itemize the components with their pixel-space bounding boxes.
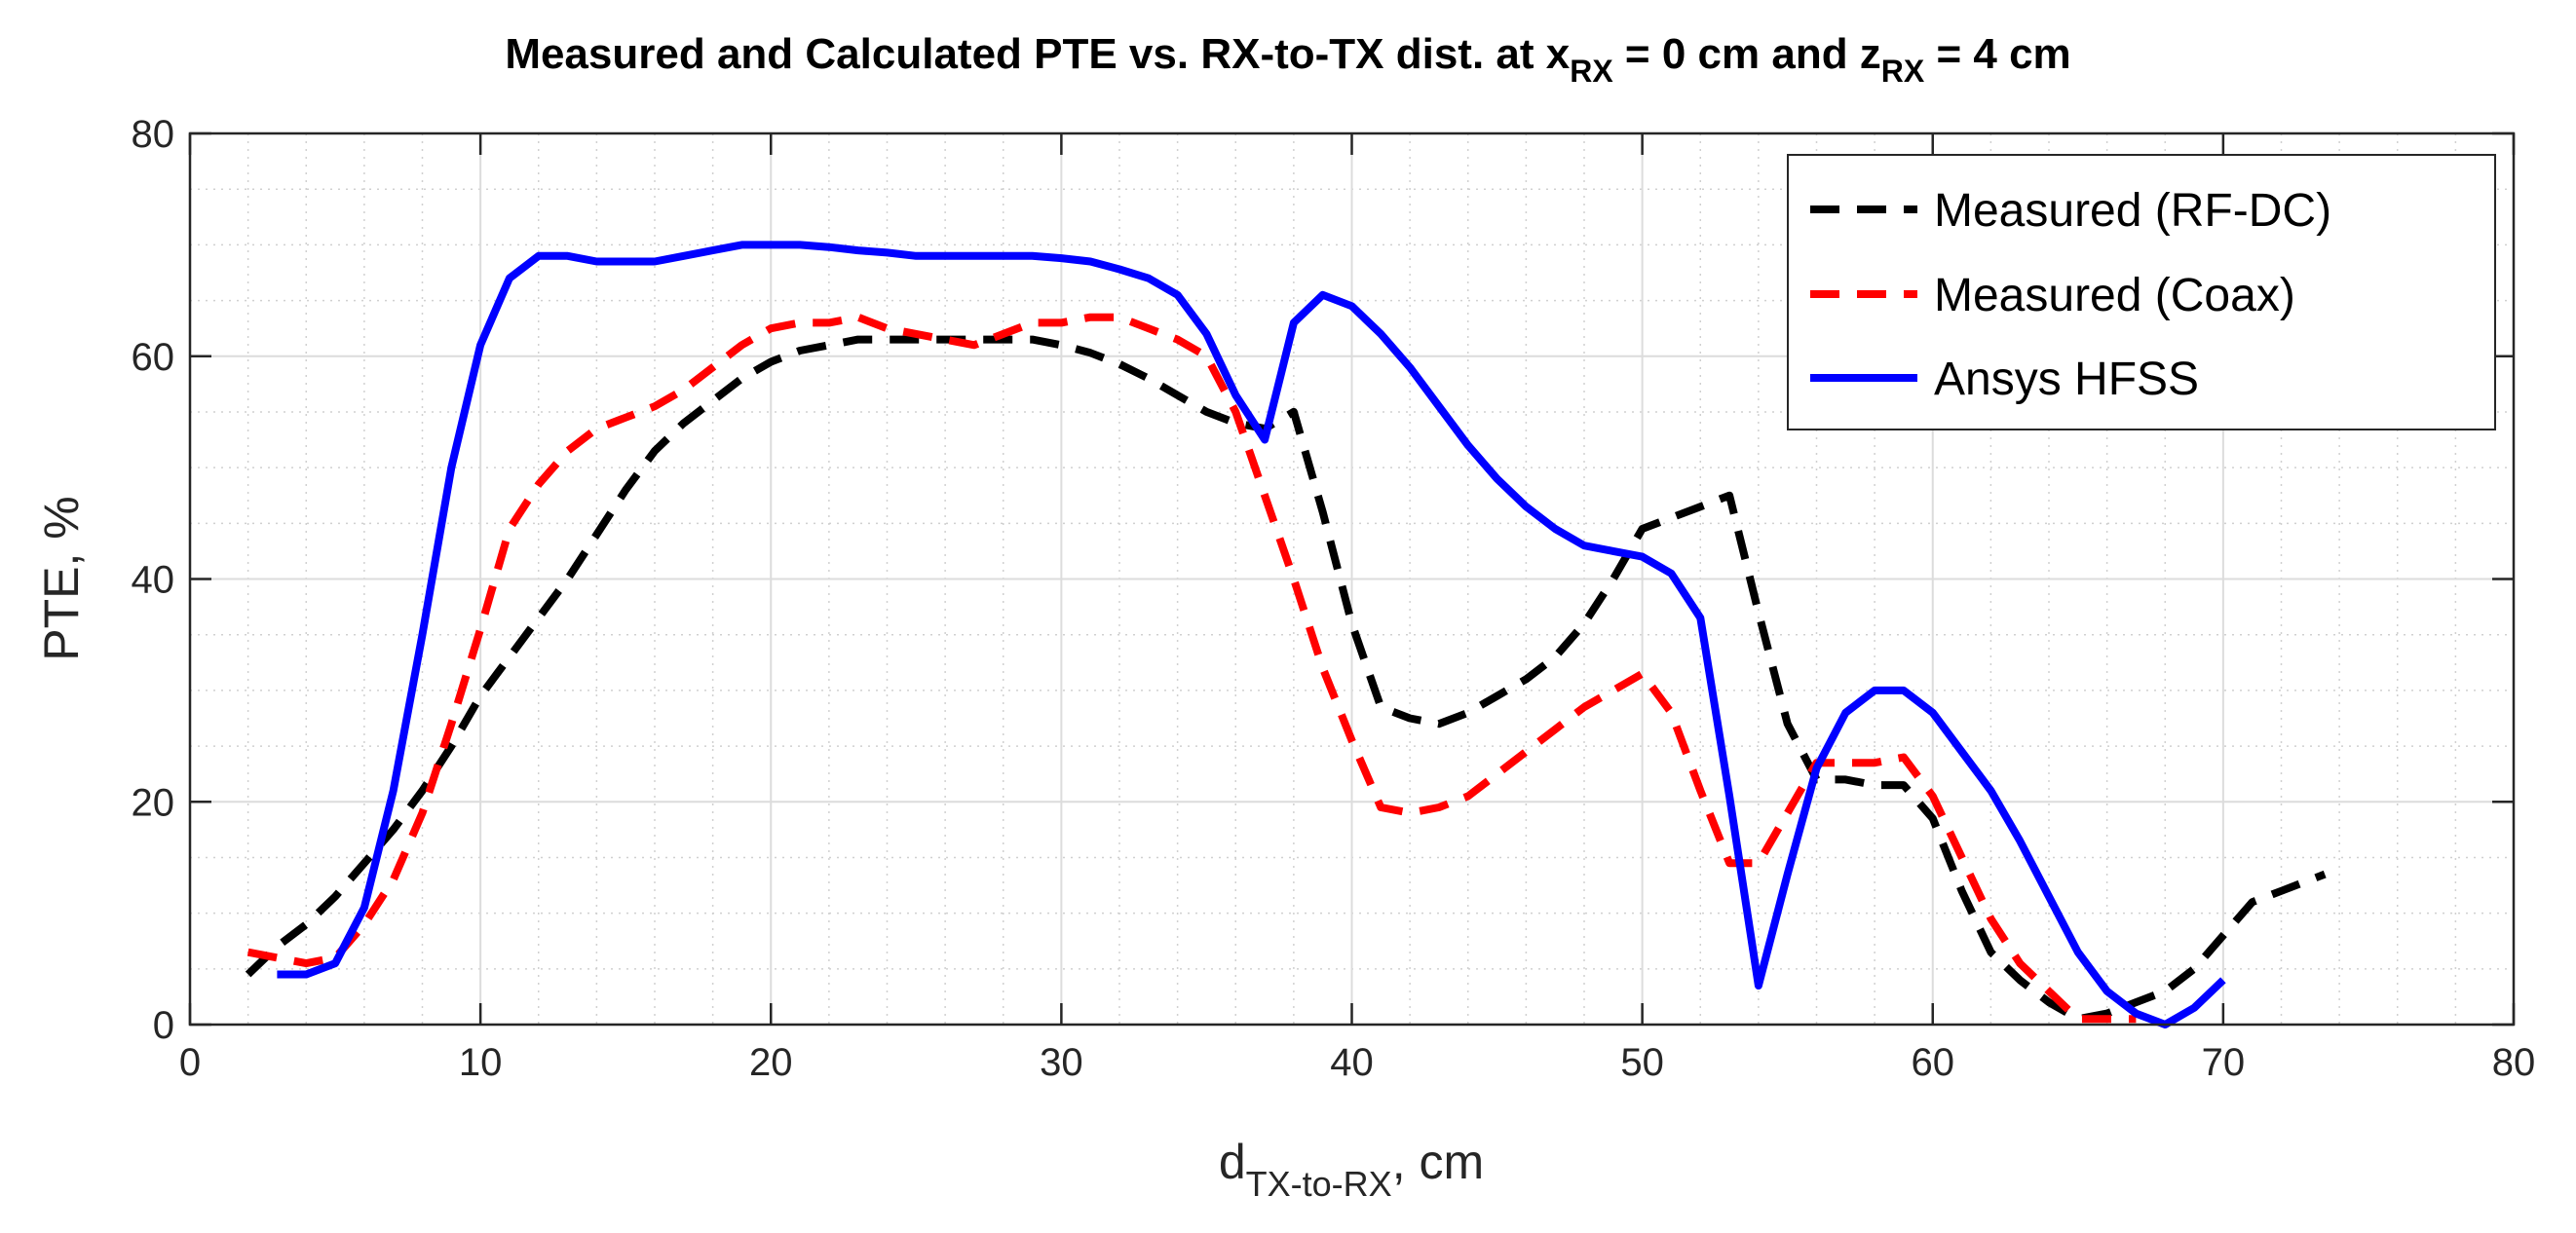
x-tick-label: 50 [1620,1041,1664,1084]
x-axis-label: dTX-to-RX, cm [1219,1135,1484,1204]
legend-label-rf-dc: Measured (RF-DC) [1934,185,2331,237]
chart-title: Measured and Calculated PTE vs. RX-to-TX… [505,30,2070,89]
tick-marks [188,131,2516,1027]
y-tick-label: 80 [132,113,175,156]
x-tick-label: 0 [179,1041,201,1084]
y-tick-labels: 0 20 40 60 80 [132,113,175,1047]
y-tick-label: 40 [132,559,175,602]
series-layer [245,241,2327,1028]
x-tick-label: 10 [459,1041,503,1084]
legend-label-coax: Measured (Coax) [1934,270,2295,321]
y-tick-label: 20 [132,781,175,824]
legend-label-hfss: Ansys HFSS [1934,354,2199,405]
series-line-measured-rf-dc [245,335,2327,1024]
y-tick-label: 0 [153,1004,174,1047]
x-tick-labels: 0 10 20 30 40 50 60 70 80 [179,1041,2535,1084]
x-tick-label: 70 [2202,1041,2246,1084]
x-tick-label: 60 [1912,1041,1955,1084]
x-tick-label: 30 [1040,1041,1083,1084]
series-line-ansys-hfss [277,241,2226,1028]
x-tick-label: 80 [2492,1041,2536,1084]
y-axis-label: PTE, % [34,496,89,660]
x-tick-label: 20 [749,1041,793,1084]
legend: Measured (RF-DC) Measured (Coax) Ansys H… [1787,154,2496,430]
y-tick-label: 60 [132,336,175,379]
x-tick-label: 40 [1330,1041,1374,1084]
